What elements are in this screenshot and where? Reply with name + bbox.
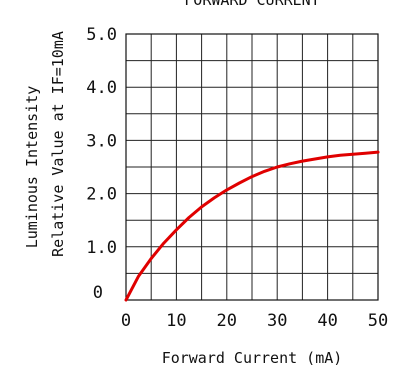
chart-title: FORWARD CURRENT bbox=[184, 0, 319, 9]
luminous-intensity-curve bbox=[124, 150, 380, 302]
x-tick-label: 30 bbox=[267, 311, 287, 331]
x-axis-label: Forward Current (mA) bbox=[162, 349, 343, 367]
y-tick-label: 4.0 bbox=[86, 78, 117, 98]
x-tick-label: 50 bbox=[368, 311, 388, 331]
y-tick-label: 5.0 bbox=[86, 25, 117, 45]
plot-frame bbox=[125, 33, 379, 301]
y-tick-label: 3.0 bbox=[86, 131, 117, 151]
x-tick-label: 40 bbox=[317, 311, 337, 331]
y-tick-label: 1.0 bbox=[86, 238, 117, 258]
y-tick-label: 0 bbox=[93, 283, 103, 303]
x-tick-label: 20 bbox=[217, 311, 237, 331]
x-tick-label: 0 bbox=[121, 311, 131, 331]
plot-grid bbox=[126, 34, 378, 300]
x-tick-labels: 0 10 20 30 40 50 bbox=[121, 311, 388, 331]
y-axis-label-line1: Luminous Intensity bbox=[23, 86, 41, 249]
x-tick-label: 10 bbox=[166, 311, 186, 331]
y-tick-label: 2.0 bbox=[86, 185, 117, 205]
y-tick-labels: 0 1.0 2.0 3.0 4.0 5.0 bbox=[86, 25, 117, 303]
y-axis-label-line2: Relative Value at IF=10mA bbox=[49, 31, 67, 257]
